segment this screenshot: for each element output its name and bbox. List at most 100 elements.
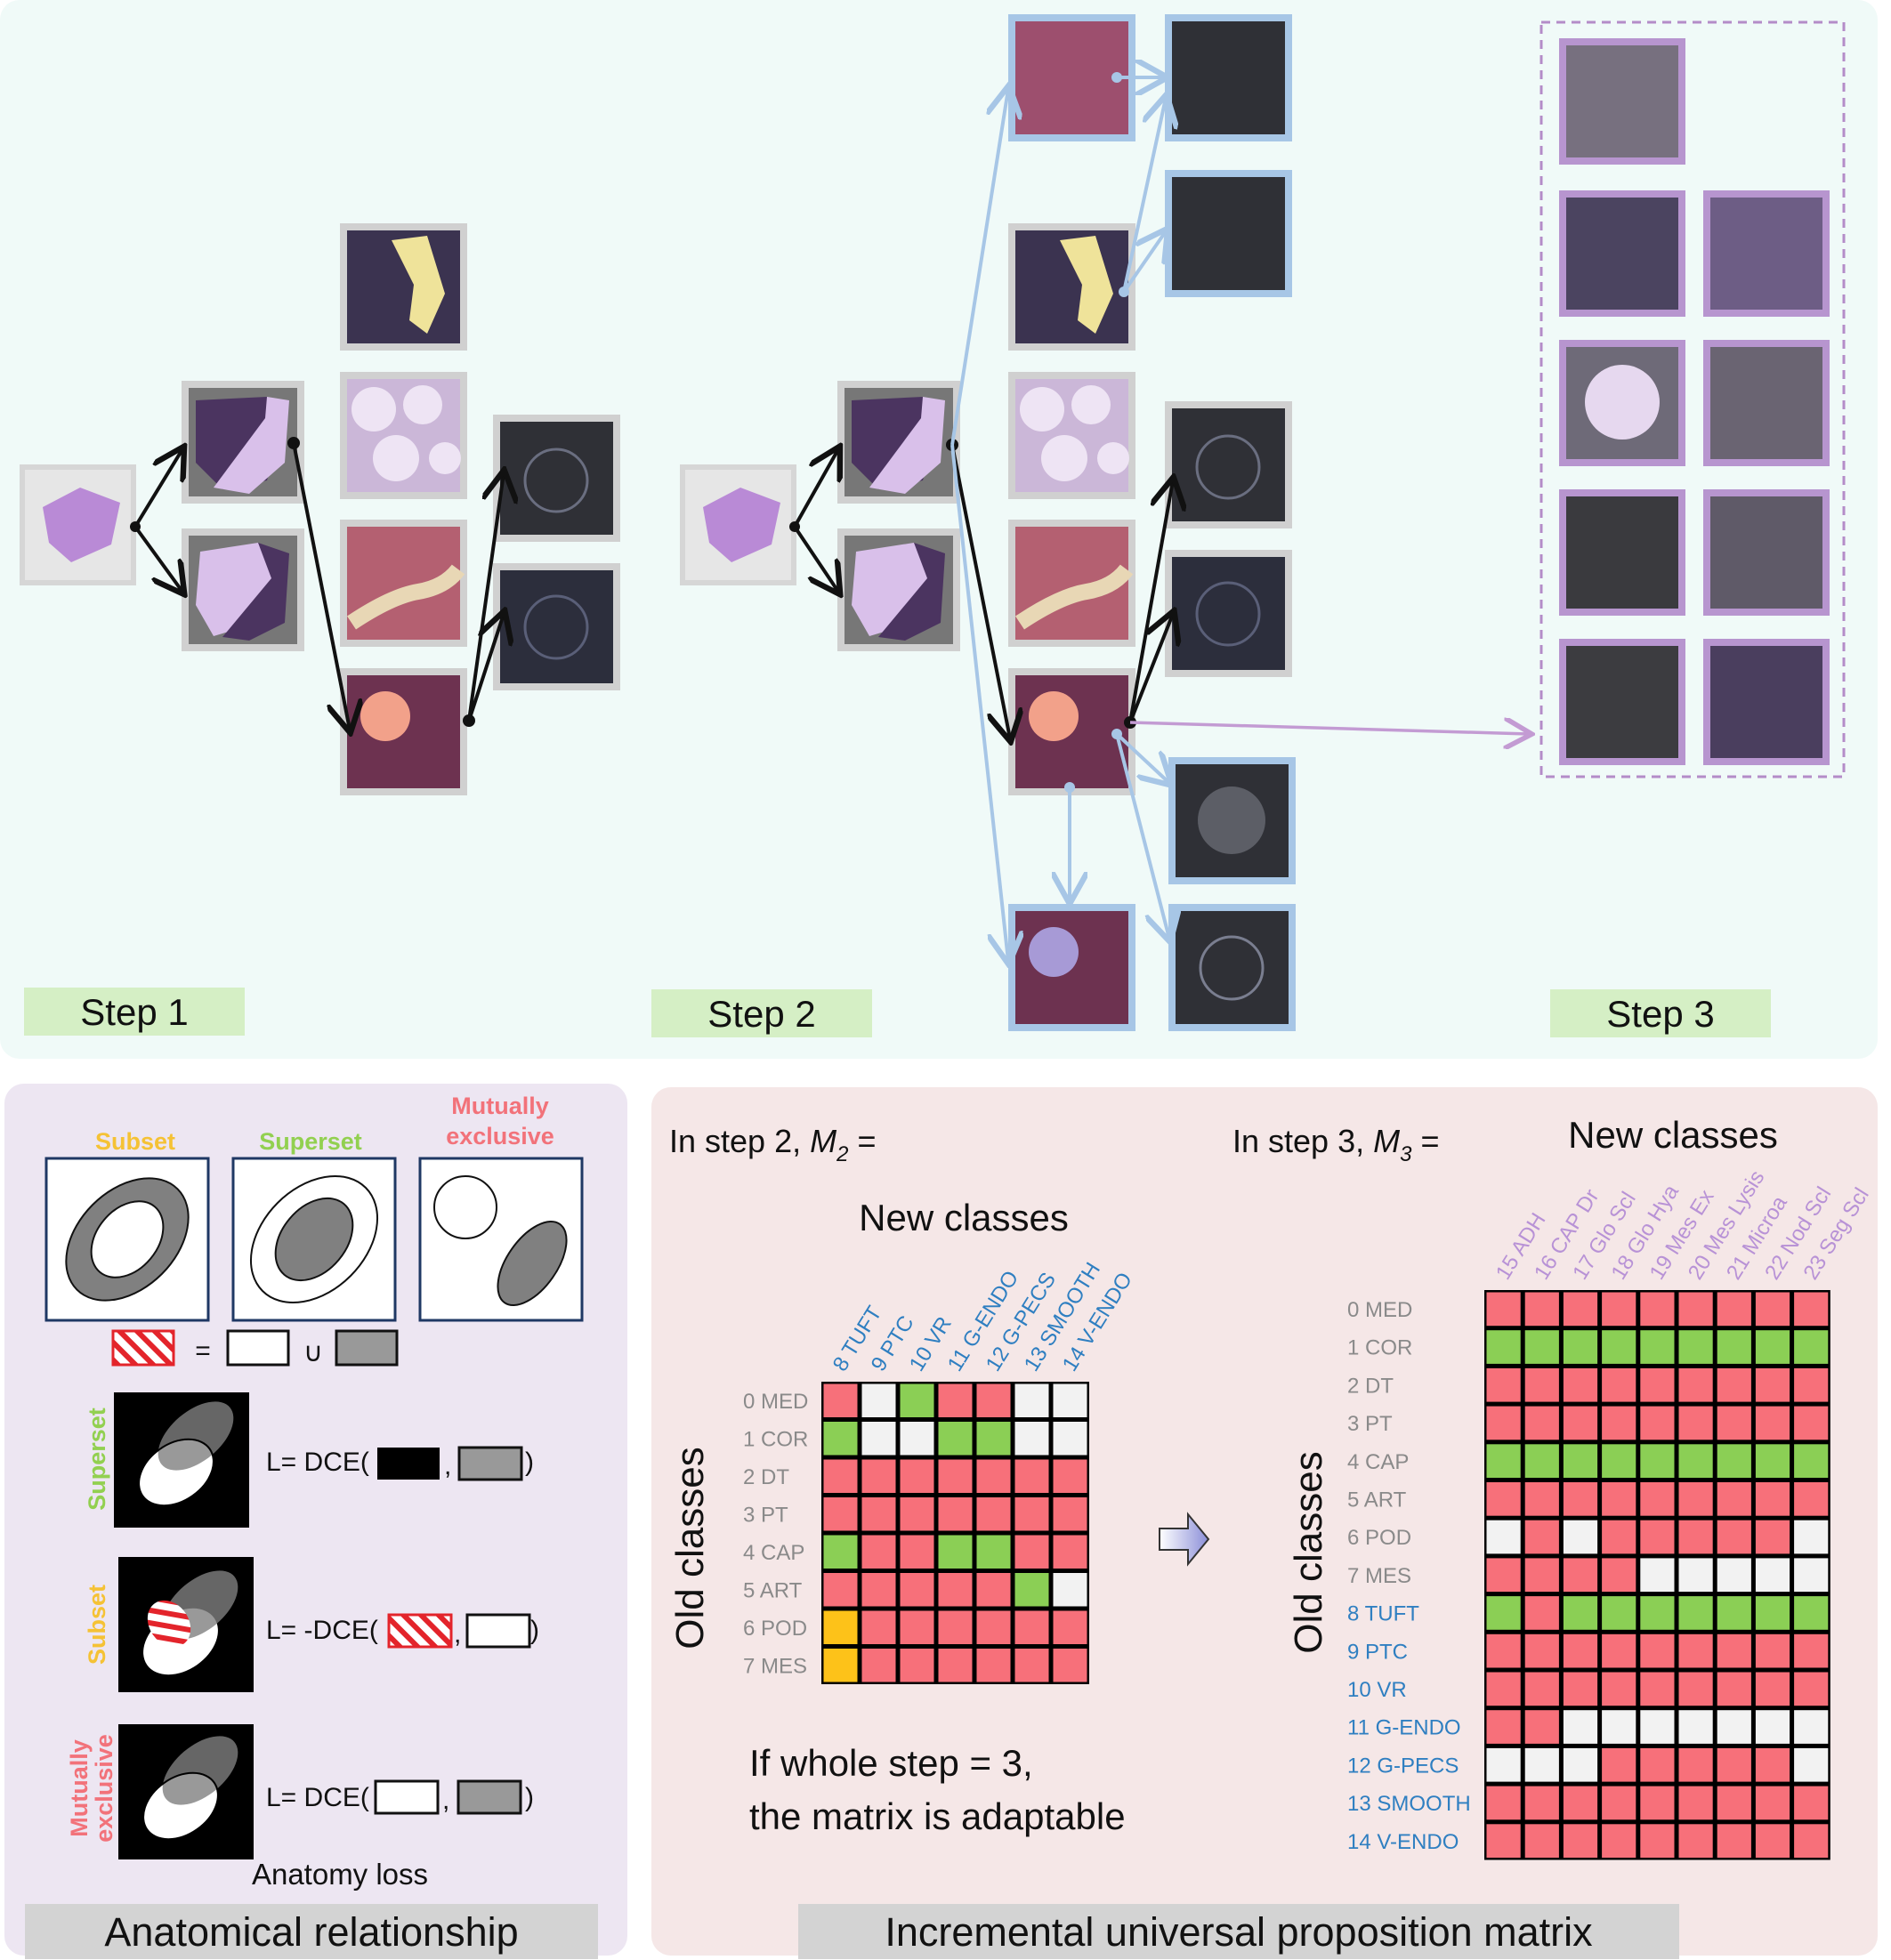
m2-cell-0-6 bbox=[1053, 1383, 1087, 1417]
m3-cell-4-3 bbox=[1602, 1444, 1636, 1478]
m3-cell-4-6 bbox=[1717, 1444, 1751, 1478]
m3-cell-6-3 bbox=[1602, 1520, 1636, 1554]
subset-comma: , bbox=[454, 1619, 461, 1649]
m3-cell-11-0 bbox=[1486, 1710, 1521, 1744]
step2-matrix-heading: In step 2, M2 = bbox=[669, 1123, 877, 1166]
m2-cell-5-4 bbox=[976, 1573, 1011, 1607]
m3-cell-8-4 bbox=[1640, 1596, 1675, 1630]
m3-cell-9-2 bbox=[1563, 1633, 1598, 1668]
subset-loss-hatch-key bbox=[387, 1613, 453, 1649]
m3-cell-13-2 bbox=[1563, 1786, 1598, 1820]
m3-cell-3-3 bbox=[1602, 1406, 1636, 1440]
subset-loss-text: L= -DCE( bbox=[266, 1616, 378, 1645]
m3-cell-2-6 bbox=[1717, 1367, 1751, 1402]
m3-cell-10-5 bbox=[1678, 1672, 1713, 1706]
m3-cell-3-4 bbox=[1640, 1406, 1675, 1440]
m2-new-classes-label: New classes bbox=[859, 1197, 1069, 1238]
m3-cell-2-0 bbox=[1486, 1367, 1521, 1402]
m2-cell-6-2 bbox=[900, 1610, 934, 1644]
m3-cell-14-2 bbox=[1563, 1824, 1598, 1858]
m3-cell-11-6 bbox=[1717, 1710, 1751, 1744]
transition-arrow bbox=[1159, 1512, 1210, 1567]
union-sign: ∪ bbox=[303, 1338, 323, 1367]
m3-cell-0-1 bbox=[1524, 1292, 1559, 1327]
m2-cell-2-0 bbox=[823, 1459, 858, 1493]
m2-cell-2-6 bbox=[1053, 1459, 1087, 1493]
subset-side-label: Subset bbox=[84, 1585, 110, 1665]
m3-cell-12-0 bbox=[1486, 1747, 1521, 1782]
step2-pipeline bbox=[680, 14, 1529, 1031]
m3-cell-6-7 bbox=[1755, 1520, 1790, 1554]
superset-loss-row: Superset L= DCE( , ) bbox=[84, 1392, 534, 1528]
m3-cell-7-5 bbox=[1678, 1558, 1713, 1593]
m2-cell-1-5 bbox=[1014, 1422, 1049, 1456]
m3-cell-5-6 bbox=[1717, 1482, 1751, 1516]
m3-cell-6-4 bbox=[1640, 1520, 1675, 1554]
step3-classes-box bbox=[1539, 20, 1846, 778]
m2-cell-5-6 bbox=[1053, 1573, 1087, 1607]
m2-cell-0-4 bbox=[976, 1383, 1011, 1417]
m2-cell-6-3 bbox=[938, 1610, 973, 1644]
m3-cell-8-7 bbox=[1755, 1596, 1790, 1630]
m3-cell-1-8 bbox=[1794, 1330, 1829, 1364]
m3-cell-5-8 bbox=[1794, 1482, 1829, 1516]
m2-cell-3-2 bbox=[900, 1497, 934, 1531]
m3-cell-7-4 bbox=[1640, 1558, 1675, 1593]
m3-cell-7-2 bbox=[1563, 1558, 1598, 1593]
m2-cell-7-0 bbox=[823, 1649, 858, 1682]
m3-cell-8-8 bbox=[1794, 1596, 1829, 1630]
mutual-close: ) bbox=[525, 1783, 534, 1812]
m3-cell-2-4 bbox=[1640, 1367, 1675, 1402]
m3-cell-8-0 bbox=[1486, 1596, 1521, 1630]
m2-cell-4-3 bbox=[938, 1535, 973, 1569]
m3-cell-0-5 bbox=[1678, 1292, 1713, 1327]
m3-cell-7-7 bbox=[1755, 1558, 1790, 1593]
m3-cell-12-2 bbox=[1563, 1747, 1598, 1782]
whole-slide-tissue bbox=[43, 488, 120, 562]
m3-cell-1-5 bbox=[1678, 1330, 1713, 1364]
m3-cell-9-1 bbox=[1524, 1633, 1559, 1668]
superset-loss-text: L= DCE( bbox=[266, 1448, 369, 1477]
m3-cell-1-2 bbox=[1563, 1330, 1598, 1364]
m3-cell-10-8 bbox=[1794, 1672, 1829, 1706]
m3-cell-3-6 bbox=[1717, 1406, 1751, 1440]
m2-row-label-5: 5 ART bbox=[743, 1578, 803, 1602]
equals-sign: = bbox=[195, 1336, 211, 1366]
m3-cell-5-0 bbox=[1486, 1482, 1521, 1516]
m2-cell-4-1 bbox=[861, 1535, 896, 1569]
m3-cell-0-7 bbox=[1755, 1292, 1790, 1327]
m3-cell-10-2 bbox=[1563, 1672, 1598, 1706]
m2-cell-1-2 bbox=[900, 1422, 934, 1456]
m2-cell-2-5 bbox=[1014, 1459, 1049, 1493]
m3-cell-10-4 bbox=[1640, 1672, 1675, 1706]
m2-cell-5-2 bbox=[900, 1573, 934, 1607]
m3-row-label-8: 8 TUFT bbox=[1347, 1602, 1419, 1626]
m3-cell-2-2 bbox=[1563, 1367, 1598, 1402]
m2-cell-7-5 bbox=[1014, 1649, 1049, 1682]
m2-cell-4-2 bbox=[900, 1535, 934, 1569]
m3-cell-1-4 bbox=[1640, 1330, 1675, 1364]
m3-cell-9-3 bbox=[1602, 1633, 1636, 1668]
m2-row-label-2: 2 DT bbox=[743, 1465, 789, 1489]
m2-cell-6-4 bbox=[976, 1610, 1011, 1644]
m3-cell-3-1 bbox=[1524, 1406, 1559, 1440]
m3-row-label-7: 7 MES bbox=[1347, 1564, 1411, 1588]
m3-cell-11-2 bbox=[1563, 1710, 1598, 1744]
anatomical-title: Anatomical relationship bbox=[104, 1909, 518, 1955]
m3-cell-11-8 bbox=[1794, 1710, 1829, 1744]
m3-cell-12-8 bbox=[1794, 1747, 1829, 1782]
m2-row-label-0: 0 MED bbox=[743, 1390, 808, 1414]
glomerular-tile-2 bbox=[493, 563, 620, 690]
mutual-heading-2: exclusive bbox=[446, 1123, 554, 1149]
m3-cell-7-8 bbox=[1794, 1558, 1829, 1593]
mutual-heading-1: Mutually bbox=[451, 1093, 549, 1119]
m2-cell-1-4 bbox=[976, 1422, 1011, 1456]
adapt-text-1: If whole step = 3, bbox=[749, 1742, 1033, 1784]
m3-cell-12-4 bbox=[1640, 1747, 1675, 1782]
mutual-loss-row: Mutually exclusive L= DCE( , ) bbox=[66, 1724, 534, 1859]
m2-row-label-1: 1 COR bbox=[743, 1427, 808, 1451]
m3-cell-4-1 bbox=[1524, 1444, 1559, 1478]
m3-cell-7-0 bbox=[1486, 1558, 1521, 1593]
